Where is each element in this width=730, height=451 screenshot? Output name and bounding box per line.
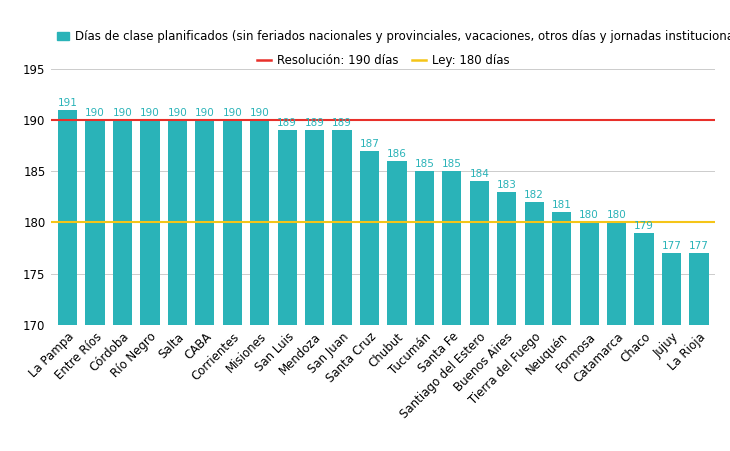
Text: 189: 189 xyxy=(277,118,297,128)
Text: 177: 177 xyxy=(661,241,681,251)
Bar xyxy=(525,202,544,451)
Text: 191: 191 xyxy=(58,98,77,108)
Text: 184: 184 xyxy=(469,170,489,179)
Bar xyxy=(388,161,407,451)
Legend: Resolución: 190 días, Ley: 180 días: Resolución: 190 días, Ley: 180 días xyxy=(256,54,510,67)
Bar xyxy=(497,192,516,451)
Bar xyxy=(415,171,434,451)
Bar xyxy=(140,120,160,451)
Bar xyxy=(689,253,709,451)
Text: 185: 185 xyxy=(442,159,462,169)
Bar xyxy=(607,222,626,451)
Bar xyxy=(85,120,104,451)
Bar xyxy=(580,222,599,451)
Text: 190: 190 xyxy=(223,108,242,118)
Text: 182: 182 xyxy=(524,190,544,200)
Text: 190: 190 xyxy=(140,108,160,118)
Bar xyxy=(634,233,653,451)
Text: 180: 180 xyxy=(607,210,626,221)
Text: 181: 181 xyxy=(552,200,572,210)
Bar xyxy=(552,212,572,451)
Bar xyxy=(250,120,269,451)
Bar xyxy=(442,171,461,451)
Bar xyxy=(168,120,187,451)
Bar xyxy=(277,130,297,451)
Text: 185: 185 xyxy=(415,159,434,169)
Bar xyxy=(58,110,77,451)
Bar xyxy=(113,120,132,451)
Text: 190: 190 xyxy=(112,108,132,118)
Text: 190: 190 xyxy=(167,108,188,118)
Bar xyxy=(332,130,352,451)
Text: 190: 190 xyxy=(195,108,215,118)
Bar xyxy=(305,130,324,451)
Bar xyxy=(662,253,681,451)
Text: 190: 190 xyxy=(85,108,105,118)
Bar xyxy=(195,120,215,451)
Text: 187: 187 xyxy=(360,139,380,149)
Bar xyxy=(469,181,489,451)
Text: 180: 180 xyxy=(579,210,599,221)
Text: 189: 189 xyxy=(304,118,325,128)
Text: 179: 179 xyxy=(634,221,654,230)
Text: 190: 190 xyxy=(250,108,269,118)
Bar xyxy=(223,120,242,451)
Text: 189: 189 xyxy=(332,118,352,128)
Text: 183: 183 xyxy=(497,179,517,189)
Text: 186: 186 xyxy=(387,149,407,159)
Text: 177: 177 xyxy=(689,241,709,251)
Bar xyxy=(360,151,379,451)
